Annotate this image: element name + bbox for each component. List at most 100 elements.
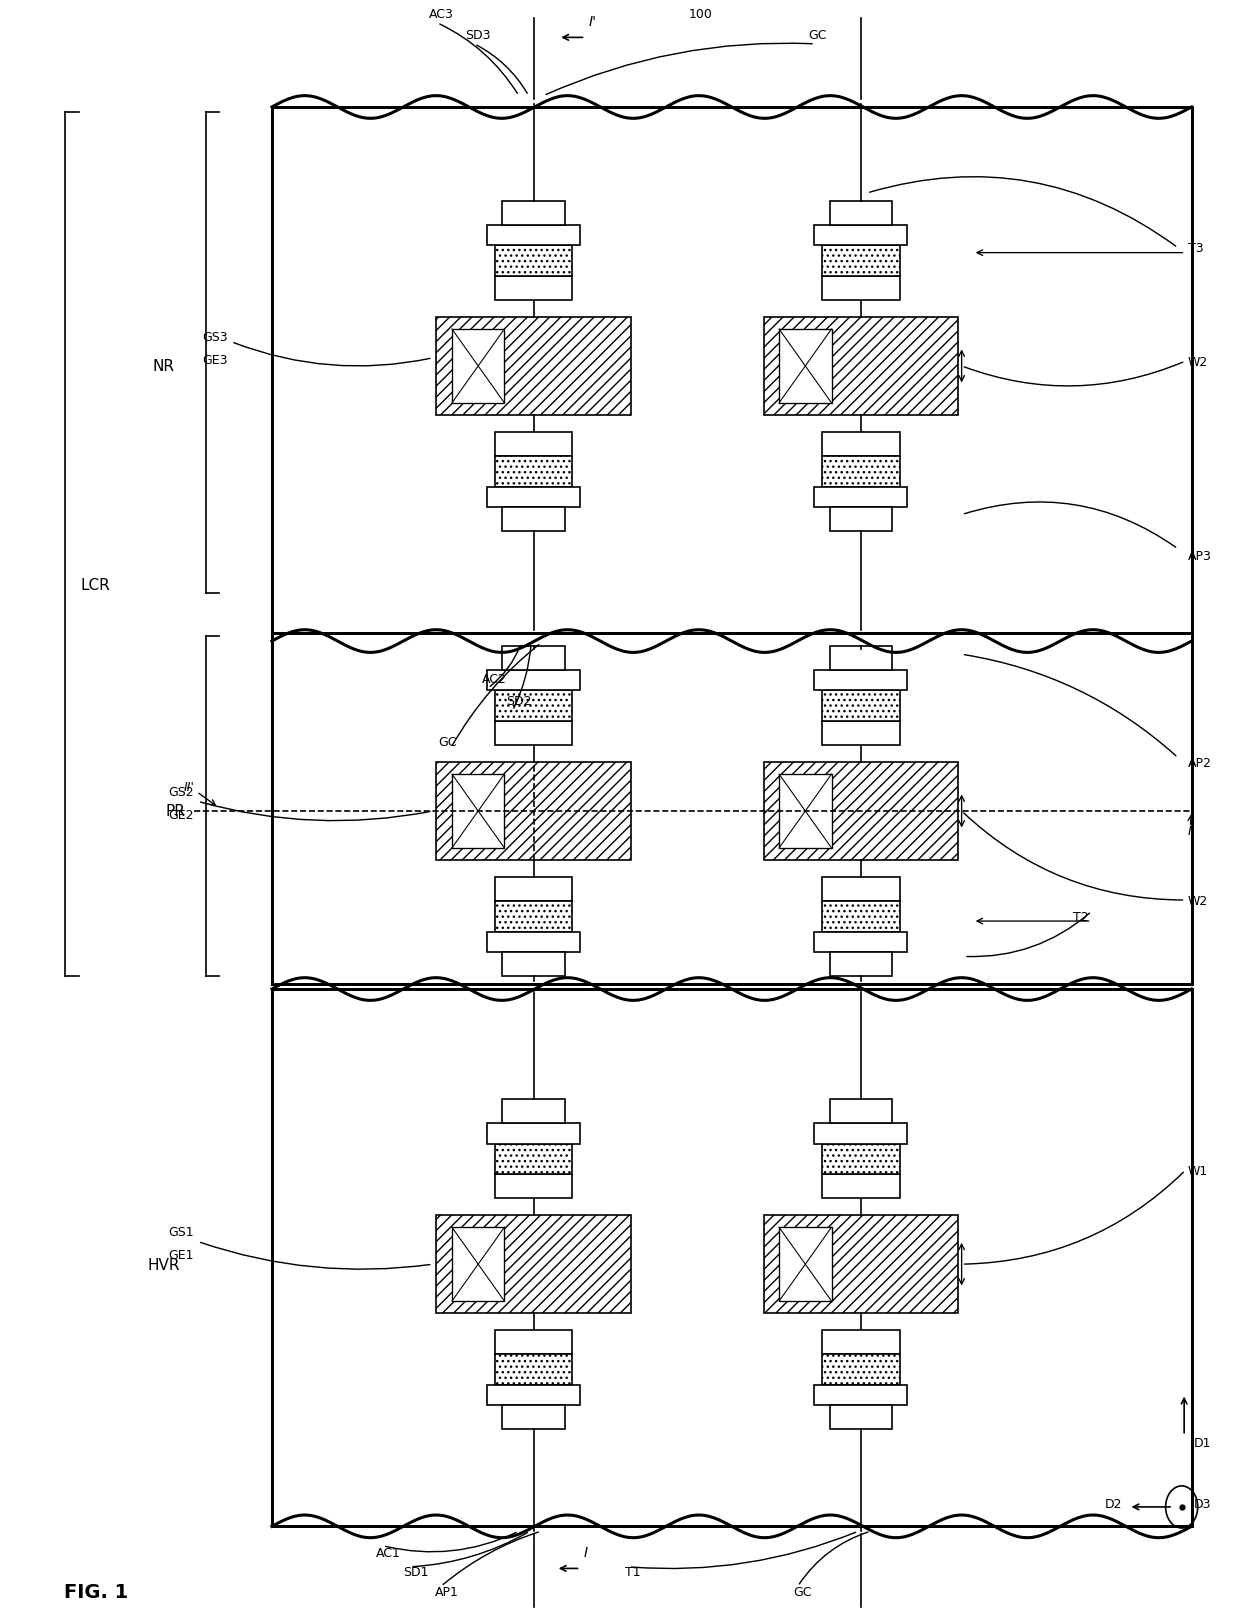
- Text: II': II': [184, 781, 195, 794]
- Bar: [451, 1227, 505, 1302]
- Bar: [495, 901, 573, 932]
- Bar: [813, 1384, 908, 1406]
- Bar: [822, 1175, 899, 1198]
- Text: GE2: GE2: [169, 808, 195, 821]
- Bar: [436, 1216, 631, 1313]
- Bar: [272, 990, 1192, 1526]
- Text: LCR: LCR: [81, 578, 110, 592]
- Text: T1: T1: [625, 1565, 640, 1578]
- Bar: [764, 763, 959, 860]
- Bar: [436, 318, 631, 415]
- Bar: [822, 247, 899, 276]
- Bar: [502, 646, 564, 670]
- Bar: [487, 932, 580, 953]
- Bar: [436, 763, 631, 860]
- Bar: [822, 1331, 899, 1355]
- Bar: [822, 1355, 899, 1384]
- Text: GS2: GS2: [169, 786, 195, 799]
- Bar: [764, 1216, 959, 1313]
- Text: W1: W1: [1188, 1164, 1208, 1177]
- Bar: [272, 633, 1192, 985]
- Text: GC: GC: [438, 735, 456, 748]
- Bar: [272, 107, 1192, 633]
- Bar: [495, 1144, 573, 1175]
- Text: GC: GC: [794, 1584, 812, 1597]
- Text: 100: 100: [688, 8, 712, 21]
- Text: T2: T2: [1074, 911, 1089, 923]
- Text: GS3: GS3: [202, 331, 227, 344]
- Bar: [487, 487, 580, 508]
- Text: FIG. 1: FIG. 1: [64, 1582, 129, 1600]
- Bar: [822, 878, 899, 901]
- Text: AP3: AP3: [1188, 550, 1211, 563]
- Bar: [830, 1406, 892, 1430]
- Text: PR: PR: [166, 803, 186, 820]
- Bar: [495, 1355, 573, 1384]
- Bar: [495, 722, 573, 745]
- Text: II: II: [1188, 824, 1195, 837]
- Bar: [813, 932, 908, 953]
- Text: I': I': [589, 15, 596, 29]
- Bar: [502, 1406, 564, 1430]
- Text: W2: W2: [1188, 894, 1208, 907]
- Text: GE1: GE1: [169, 1248, 195, 1261]
- Bar: [487, 1123, 580, 1144]
- Bar: [487, 1384, 580, 1406]
- Text: GC: GC: [808, 29, 827, 42]
- Bar: [830, 953, 892, 977]
- Bar: [495, 247, 573, 276]
- Text: AC1: AC1: [376, 1545, 401, 1558]
- Text: T3: T3: [1188, 242, 1204, 255]
- Bar: [495, 433, 573, 456]
- Text: AC2: AC2: [481, 672, 506, 685]
- Bar: [813, 670, 908, 691]
- Bar: [822, 901, 899, 932]
- Bar: [813, 226, 908, 247]
- Text: GE3: GE3: [202, 354, 227, 367]
- Bar: [502, 201, 564, 226]
- Bar: [822, 691, 899, 722]
- Text: D2: D2: [1105, 1498, 1122, 1511]
- Text: AP2: AP2: [1188, 756, 1211, 769]
- Bar: [495, 276, 573, 300]
- Bar: [779, 774, 832, 849]
- Text: SD2: SD2: [506, 695, 532, 708]
- Bar: [830, 1100, 892, 1123]
- Text: NR: NR: [153, 359, 175, 375]
- Bar: [822, 1144, 899, 1175]
- Bar: [487, 670, 580, 691]
- Bar: [830, 201, 892, 226]
- Text: D3: D3: [1194, 1498, 1211, 1511]
- Text: W2: W2: [1188, 355, 1208, 368]
- Bar: [813, 487, 908, 508]
- Bar: [487, 226, 580, 247]
- Bar: [830, 508, 892, 531]
- Bar: [830, 646, 892, 670]
- Bar: [813, 1123, 908, 1144]
- Text: SD1: SD1: [403, 1565, 429, 1578]
- Text: SD3: SD3: [465, 29, 491, 42]
- Bar: [495, 1331, 573, 1355]
- Bar: [495, 691, 573, 722]
- Text: AC3: AC3: [429, 8, 454, 21]
- Bar: [822, 456, 899, 487]
- Bar: [495, 456, 573, 487]
- Bar: [495, 1175, 573, 1198]
- Text: D1: D1: [1194, 1436, 1211, 1449]
- Text: HVR: HVR: [148, 1256, 180, 1272]
- Bar: [495, 878, 573, 901]
- Bar: [822, 276, 899, 300]
- Bar: [764, 318, 959, 415]
- Bar: [451, 774, 505, 849]
- Text: AP1: AP1: [435, 1584, 459, 1597]
- Bar: [451, 329, 505, 404]
- Bar: [822, 722, 899, 745]
- Bar: [779, 329, 832, 404]
- Bar: [822, 433, 899, 456]
- Bar: [779, 1227, 832, 1302]
- Bar: [502, 508, 564, 531]
- Bar: [502, 1100, 564, 1123]
- Text: GS1: GS1: [169, 1225, 195, 1238]
- Bar: [502, 953, 564, 977]
- Text: I: I: [583, 1545, 588, 1560]
